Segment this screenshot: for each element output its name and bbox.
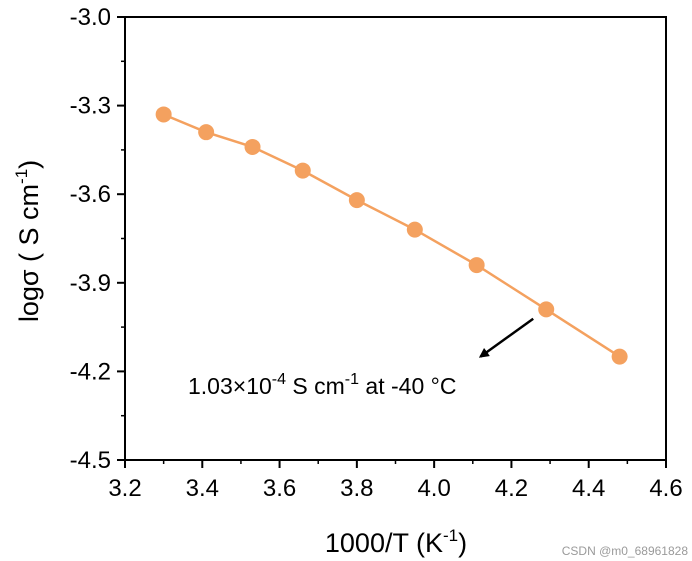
y-axis-title-main: logσ ( S cm bbox=[14, 184, 44, 322]
x-axis-title-sup: -1 bbox=[443, 526, 458, 545]
x-tick-label: 4.0 bbox=[417, 475, 450, 502]
y-tick-label: -3.9 bbox=[70, 270, 111, 297]
annotation-text-end: at -40 °C bbox=[359, 373, 456, 399]
annotation-sup-1: -4 bbox=[272, 371, 286, 388]
series-layer bbox=[155, 106, 628, 365]
x-axis-title-main: 1000/T (K bbox=[325, 528, 443, 558]
data-point bbox=[294, 162, 311, 179]
data-point bbox=[198, 124, 215, 141]
data-point bbox=[468, 257, 485, 274]
y-tick-label: -4.5 bbox=[70, 447, 111, 474]
x-axis-title: 1000/T (K-1) bbox=[325, 526, 467, 558]
data-point bbox=[406, 221, 423, 238]
data-point bbox=[244, 138, 261, 155]
y-tick-label: -4.2 bbox=[70, 358, 111, 385]
y-axis: -3.0 -3.3 -3.6 -3.9 -4.2 -4.5 bbox=[70, 4, 125, 474]
x-axis-title-end: ) bbox=[458, 528, 467, 558]
y-tick-label: -3.0 bbox=[70, 4, 111, 31]
x-tick-label: 3.2 bbox=[108, 475, 141, 502]
x-tick-label: 3.6 bbox=[263, 475, 296, 502]
x-tick-label: 4.6 bbox=[649, 475, 682, 502]
annotation-text-mid: S cm bbox=[286, 373, 345, 399]
y-axis-title-sup: -1 bbox=[12, 169, 31, 184]
x-tick-label: 3.8 bbox=[340, 475, 373, 502]
watermark: CSDN @m0_68961828 bbox=[562, 544, 689, 558]
x-tick-label: 3.4 bbox=[186, 475, 219, 502]
annotation-text-main: 1.03×10 bbox=[188, 373, 272, 399]
y-tick-label: -3.3 bbox=[70, 93, 111, 120]
series-line bbox=[163, 113, 621, 358]
data-point bbox=[155, 106, 172, 123]
y-axis-title-end: ) bbox=[14, 160, 44, 169]
annotation-arrow bbox=[478, 317, 534, 358]
y-axis-title: logσ ( S cm-1) bbox=[12, 160, 44, 322]
data-point bbox=[538, 301, 555, 318]
annotation-sup-2: -1 bbox=[345, 371, 359, 388]
x-tick-label: 4.4 bbox=[572, 475, 605, 502]
y-tick-label: -3.6 bbox=[70, 181, 111, 208]
data-point bbox=[348, 192, 365, 209]
data-point bbox=[611, 348, 628, 365]
x-tick-label: 4.2 bbox=[495, 475, 528, 502]
x-axis: 3.2 3.4 3.6 3.8 4.0 4.2 4.4 4.6 bbox=[108, 460, 683, 502]
annotation-label: 1.03×10-4 S cm-1 at -40 °C bbox=[188, 371, 456, 399]
